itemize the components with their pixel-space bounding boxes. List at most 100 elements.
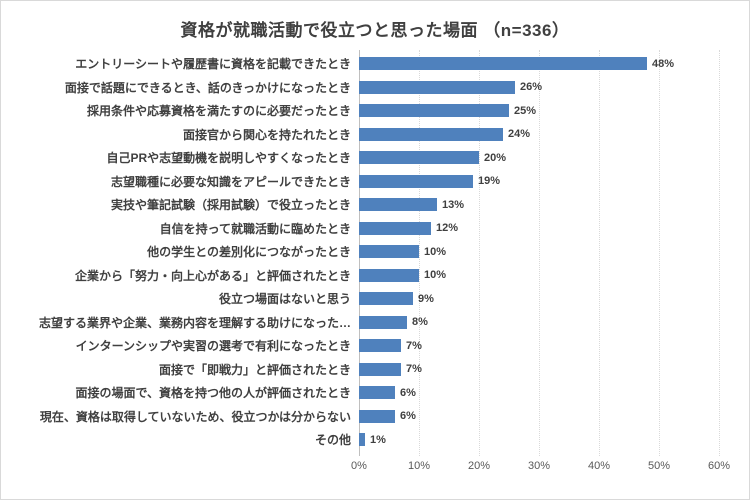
value-label: 1%	[370, 433, 386, 446]
gridline	[539, 50, 540, 456]
bar-row: 志望する業界や企業、業務内容を理解する助けになった… 8%	[1, 311, 749, 335]
bar-row: 役立つ場面はないと思う 9%	[1, 287, 749, 311]
bar-track: 6%	[359, 409, 719, 423]
category-label: 役立つ場面はないと思う	[218, 292, 351, 307]
bar-track: 10%	[359, 245, 719, 259]
gridline	[599, 50, 600, 456]
bar	[359, 151, 479, 165]
bar	[359, 268, 419, 282]
bar-track: 48%	[359, 57, 719, 71]
bar-row: 他の学生との差別化につながったとき 10%	[1, 240, 749, 264]
value-label: 13%	[442, 198, 465, 211]
bar-track: 1%	[359, 433, 719, 447]
bar	[359, 174, 473, 188]
bar	[359, 409, 395, 423]
bar	[359, 386, 395, 400]
value-label: 7%	[406, 363, 422, 376]
bar-row: 自信を持って就職活動に臨めたとき 12%	[1, 217, 749, 241]
gridline	[479, 50, 480, 456]
bar	[359, 433, 365, 447]
chart-title: 資格が就職活動で役立つと思った場面 （n=336）	[180, 21, 570, 40]
bar	[359, 127, 503, 141]
category-label: 面接官から関心を持たれたとき	[182, 127, 351, 142]
bar	[359, 104, 509, 118]
gridline	[419, 50, 420, 456]
value-label: 12%	[436, 222, 459, 235]
value-label: 48%	[652, 57, 675, 70]
category-label: その他	[314, 433, 351, 448]
x-tick-label: 0%	[351, 459, 367, 472]
gridline	[719, 50, 720, 456]
bar-track: 7%	[359, 339, 719, 353]
value-label: 7%	[406, 339, 422, 352]
bar-row: 志望職種に必要な知識をアピールできたとき 19%	[1, 170, 749, 194]
bar-row: エントリーシートや履歴書に資格を記載できたとき 48%	[1, 52, 749, 76]
bar-row: 面接の場面で、資格を持つ他の人が評価されたとき 6%	[1, 381, 749, 405]
bar	[359, 292, 413, 306]
x-axis: 0% 10% 20% 30% 40% 50% 60%	[351, 459, 730, 480]
bar	[359, 57, 647, 71]
bar-row: 現在、資格は取得していないため、役立つかは分からない 6%	[1, 405, 749, 429]
bar-row: その他 1%	[1, 428, 749, 452]
bar-track: 24%	[359, 127, 719, 141]
value-label: 24%	[508, 128, 531, 141]
bar-row: 自己PRや志望動機を説明しやすくなったとき 20%	[1, 146, 749, 170]
bar-row: 企業から「努力・向上心がある」と評価されたとき 10%	[1, 264, 749, 288]
category-label: 志望する業界や企業、業務内容を理解する助けになった…	[38, 315, 351, 330]
bar-row: 面接官から関心を持たれたとき 24%	[1, 123, 749, 147]
bar	[359, 339, 401, 353]
x-tick-label: 40%	[587, 459, 611, 472]
bar-track: 9%	[359, 292, 719, 306]
value-label: 25%	[514, 104, 537, 117]
value-label: 8%	[412, 316, 428, 329]
bar	[359, 315, 407, 329]
x-tick-label: 20%	[467, 459, 491, 472]
category-label: 採用条件や応募資格を満たすのに必要だったとき	[86, 104, 351, 119]
bar-track: 7%	[359, 362, 719, 376]
bar-track: 20%	[359, 151, 719, 165]
value-label: 10%	[424, 269, 447, 282]
x-tick-label: 10%	[407, 459, 431, 472]
category-label: インターンシップや実習の選考で有利になったとき	[75, 339, 351, 354]
x-tick-label: 50%	[647, 459, 671, 472]
x-tick-label: 30%	[527, 459, 551, 472]
value-label: 19%	[478, 175, 501, 188]
bar	[359, 221, 431, 235]
bar-track: 13%	[359, 198, 719, 212]
category-label: 面接の場面で、資格を持つ他の人が評価されたとき	[75, 386, 351, 401]
category-label: 他の学生との差別化につながったとき	[147, 245, 351, 260]
bar-track: 26%	[359, 80, 719, 94]
bar-row: 面接で話題にできるとき、話のきっかけになったとき 26%	[1, 76, 749, 100]
category-label: 自己PRや志望動機を説明しやすくなったとき	[106, 151, 351, 166]
bar-row: インターンシップや実習の選考で有利になったとき 7%	[1, 334, 749, 358]
bar-track: 19%	[359, 174, 719, 188]
gridline	[659, 50, 660, 456]
bar	[359, 198, 437, 212]
bar-track: 6%	[359, 386, 719, 400]
value-label: 6%	[400, 386, 416, 399]
category-label: 面接で「即戦力」と評価されたとき	[158, 362, 351, 377]
bar-row: 採用条件や応募資格を満たすのに必要だったとき 25%	[1, 99, 749, 123]
bar-row: 面接で「即戦力」と評価されたとき 7%	[1, 358, 749, 382]
bar	[359, 362, 401, 376]
plot-area: エントリーシートや履歴書に資格を記載できたとき 48% 面接で話題にできるとき、話の…	[1, 50, 749, 456]
bar-rows: エントリーシートや履歴書に資格を記載できたとき 48% 面接で話題にできるとき、話の…	[1, 52, 749, 452]
bar-row: 実技や筆記試験（採用試験）で役立ったとき 13%	[1, 193, 749, 217]
bar-track: 8%	[359, 315, 719, 329]
x-tick-label: 60%	[707, 459, 731, 472]
value-label: 20%	[484, 151, 507, 164]
category-label: 面接で話題にできるとき、話のきっかけになったとき	[64, 80, 351, 95]
bar-track: 10%	[359, 268, 719, 282]
bar	[359, 80, 515, 94]
category-label: 現在、資格は取得していないため、役立つかは分からない	[39, 409, 351, 424]
category-label: 自信を持って就職活動に臨めたとき	[159, 221, 351, 236]
bar-track: 25%	[359, 104, 719, 118]
value-label: 26%	[520, 81, 543, 94]
value-label: 10%	[424, 245, 447, 258]
category-label: 志望職種に必要な知識をアピールできたとき	[110, 174, 351, 189]
value-label: 9%	[418, 292, 434, 305]
category-label: 実技や筆記試験（採用試験）で役立ったとき	[110, 198, 351, 213]
value-label: 6%	[400, 410, 416, 423]
category-label: エントリーシートや履歴書に資格を記載できたとき	[75, 57, 351, 72]
